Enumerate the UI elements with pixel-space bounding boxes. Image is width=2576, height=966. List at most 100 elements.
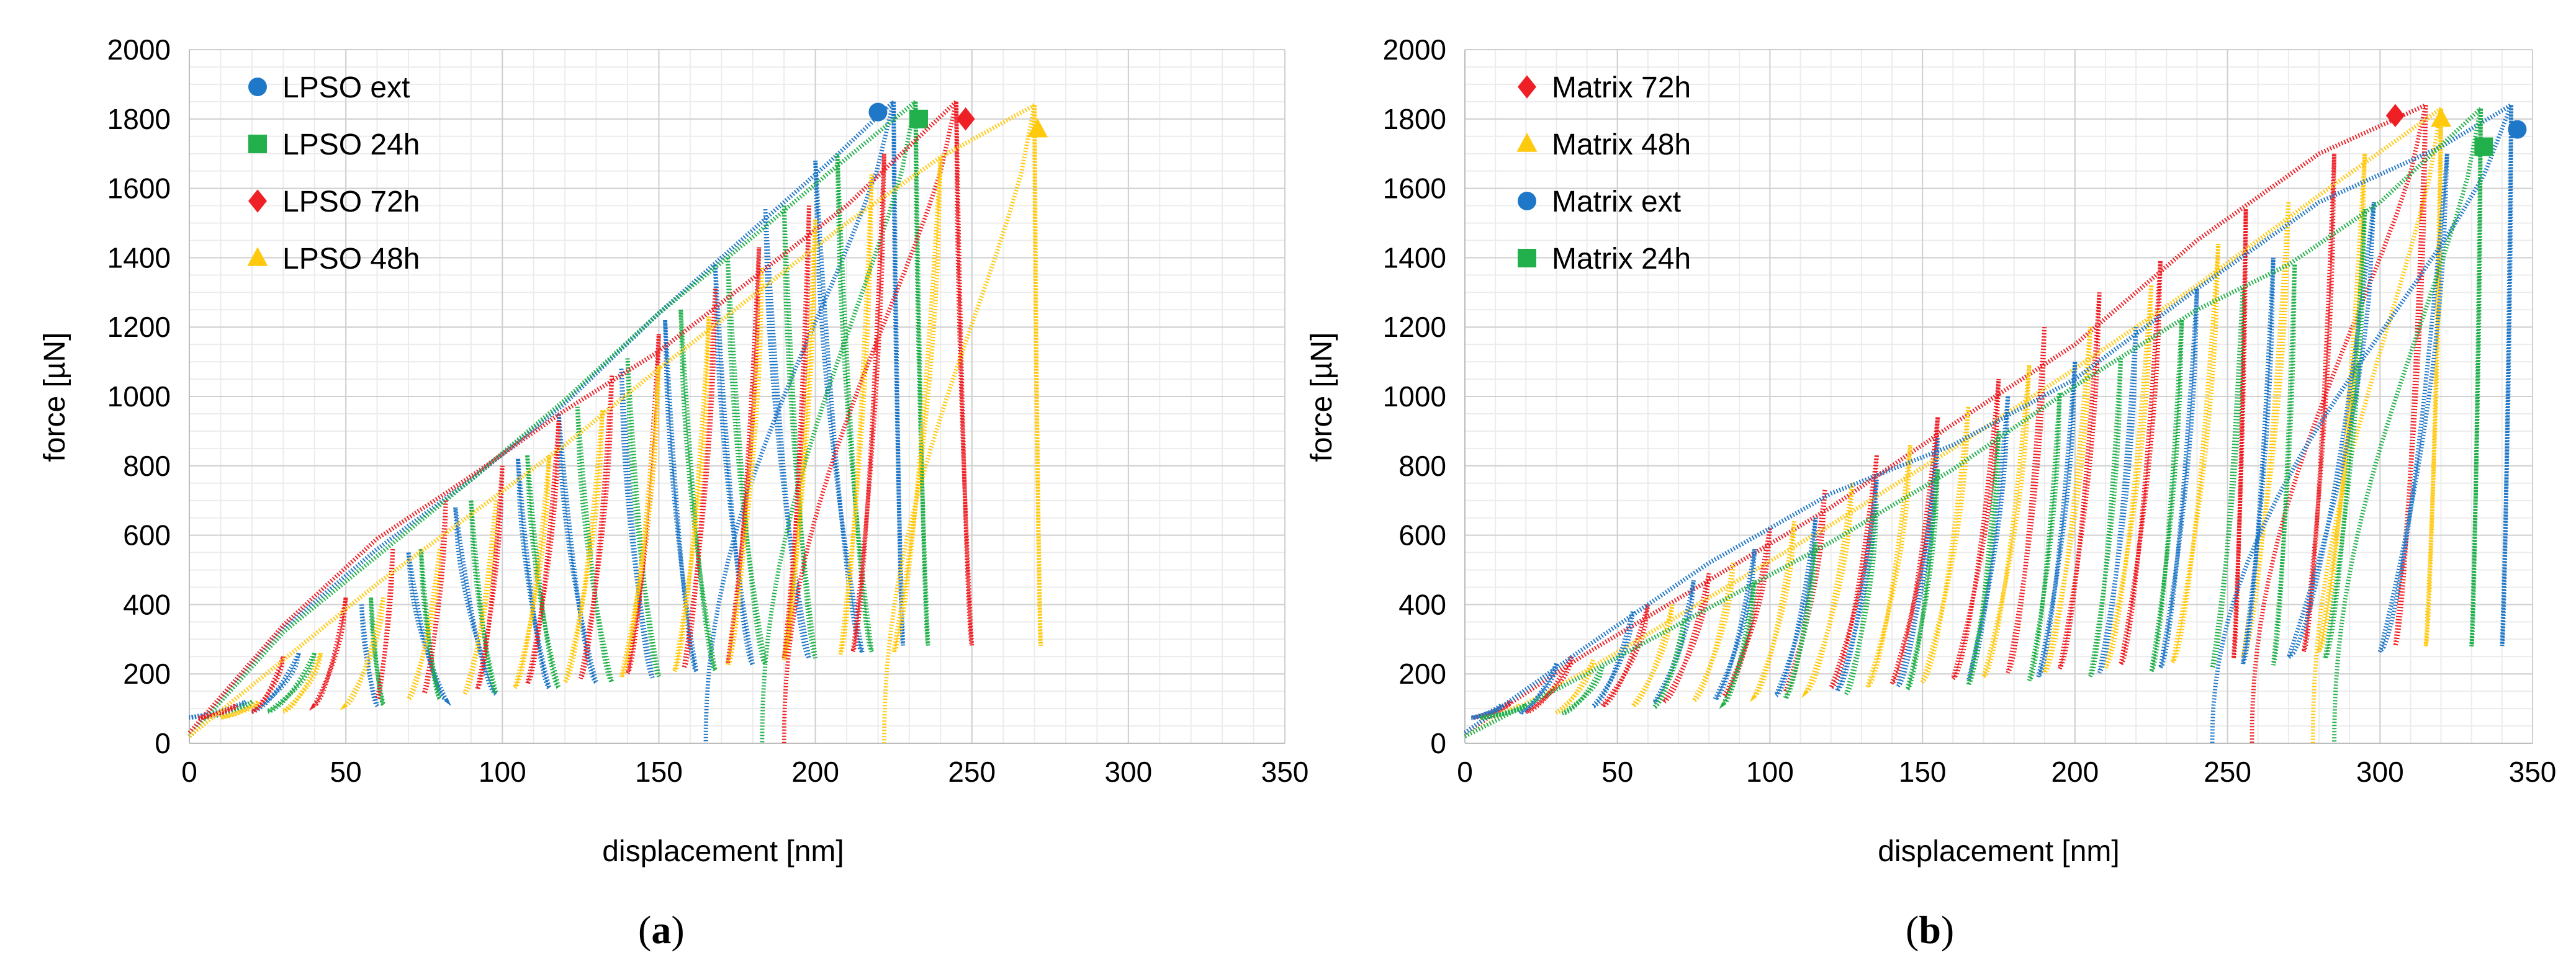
legend-marker-matrix-48h — [1516, 133, 1538, 152]
cycle-matrix-72h-14 — [2393, 105, 2428, 647]
cycle-lpso-ext-5 — [516, 458, 552, 690]
final-unload-lpso-48h — [882, 104, 1037, 744]
end-marker-lpso-72h — [956, 107, 975, 131]
end-marker-lpso-24h — [909, 109, 928, 128]
cycle-lpso-72h-0 — [198, 703, 238, 720]
cycle-lpso-ext-1 — [250, 652, 301, 714]
cycle-lpso-48h-3 — [406, 548, 442, 701]
series-lpso-ext — [187, 100, 906, 744]
cycle-matrix-48h-14 — [2423, 108, 2444, 647]
cycle-lpso-48h-7 — [619, 365, 661, 679]
cycle-lpso-24h-10 — [781, 205, 818, 659]
cycle-matrix-48h-7 — [1920, 406, 1971, 684]
cycle-lpso-24h-2 — [369, 597, 386, 707]
panel-tag-a: (a) — [638, 908, 685, 952]
cycle-matrix-ext-10 — [2097, 326, 2138, 674]
cycle-lpso-72h-7 — [578, 375, 615, 680]
cycle-matrix-24h-9 — [2087, 358, 2123, 678]
panel-tag-letter-b: b — [1919, 908, 1941, 952]
cycle-matrix-24h-4 — [1783, 542, 1818, 700]
x-tick-label-a-7: 350 — [1261, 756, 1309, 788]
series-lpso-48h — [187, 103, 1048, 744]
cycle-lpso-48h-5 — [513, 455, 552, 690]
x-tick-label-a-4: 200 — [791, 756, 839, 788]
y-tick-label-b-9: 1800 — [1383, 103, 1446, 135]
legend-label-lpso-72h: LPSO 72h — [282, 186, 420, 218]
y-tick-label-a-10: 2000 — [107, 34, 171, 66]
legend-marker-matrix-ext — [1518, 192, 1536, 210]
end-marker-lpso-48h — [1027, 118, 1048, 138]
cycle-matrix-48h-1 — [1555, 659, 1595, 715]
y-tick-label-b-8: 1600 — [1383, 172, 1446, 205]
chart-panel-a: 0 50 100 150 200 250 300 350 0 200 400 600 800 1000 12… — [38, 34, 1308, 952]
cycle-lpso-24h-11 — [835, 153, 874, 653]
x-tick-label-a-5: 250 — [948, 756, 996, 788]
x-tick-label-b-7: 350 — [2509, 756, 2557, 788]
cycle-matrix-ext-13 — [2286, 202, 2376, 660]
ticks-a: 0 50 100 150 200 250 300 350 0 200 400 600 800 1000 12… — [107, 34, 1309, 788]
cycle-lpso-72h-10 — [725, 247, 762, 664]
cycle-lpso-48h-12 — [891, 157, 943, 653]
y-tick-label-a-6: 1200 — [107, 311, 171, 343]
y-tick-label-b-7: 1400 — [1383, 241, 1446, 274]
cycle-matrix-ext-7 — [1896, 437, 1940, 687]
x-tick-label-b-3: 150 — [1899, 756, 1947, 788]
cycle-lpso-ext-0 — [189, 699, 248, 720]
cycle-matrix-24h-7 — [1966, 431, 2001, 687]
final-unload-matrix-24h — [2332, 108, 2483, 744]
y-tick-label-a-5: 1000 — [107, 380, 171, 413]
end-marker-matrix-24h — [2474, 137, 2493, 156]
cycle-lpso-72h-3 — [375, 548, 395, 700]
cycle-lpso-24h-12 — [913, 101, 930, 646]
cycle-matrix-72h-11 — [2119, 261, 2163, 666]
cycle-lpso-48h-4 — [462, 500, 498, 695]
legend-entry-lpso-ext: LPSO ext — [248, 71, 410, 104]
cycle-matrix-48h-4 — [1749, 521, 1797, 703]
cycle-matrix-ext-15 — [2500, 105, 2514, 646]
x-axis-label-a: displacement [nm] — [602, 835, 844, 868]
cycle-matrix-ext-1 — [1518, 662, 1559, 715]
cycle-matrix-72h-3 — [1657, 573, 1711, 708]
cycle-matrix-48h-8 — [1981, 365, 2032, 679]
x-tick-label-b-6: 300 — [2356, 756, 2404, 788]
x-tick-label-b-5: 250 — [2204, 756, 2251, 788]
y-tick-label-a-9: 1800 — [107, 103, 171, 135]
legend-marker-lpso-48h — [247, 247, 268, 266]
loading-curve-lpso-48h — [187, 103, 1036, 738]
legend-marker-matrix-72h — [1518, 75, 1536, 99]
cycle-lpso-ext-6 — [556, 413, 598, 684]
x-axis-label-b: displacement [nm] — [1878, 835, 2120, 868]
cycle-lpso-48h-13 — [1032, 105, 1043, 646]
y-tick-label-b-6: 1200 — [1383, 311, 1446, 343]
chart-panel-b: 0 50 100 150 200 250 300 350 0 200 400 600 800 1000 12… — [1305, 34, 2556, 952]
y-tick-label-b-4: 800 — [1398, 450, 1446, 482]
y-axis-label-b: force [µN] — [1305, 332, 1338, 462]
cycle-matrix-ext-5 — [1771, 517, 1818, 702]
cycle-matrix-ext-12 — [2240, 257, 2276, 665]
x-tick-label-b-0: 0 — [1457, 756, 1473, 788]
cycle-matrix-24h-13 — [2323, 208, 2367, 660]
final-unload-matrix-72h — [2249, 104, 2428, 744]
cycle-lpso-48h-11 — [838, 174, 874, 655]
cycle-matrix-48h-6 — [1865, 444, 1912, 689]
cycle-matrix-48h-13 — [2317, 153, 2367, 653]
x-tick-label-b-4: 200 — [2051, 756, 2099, 788]
cycle-lpso-ext-3 — [406, 552, 452, 707]
loading-curve-matrix-72h — [1464, 103, 2427, 735]
cycle-matrix-ext-0 — [1470, 703, 1503, 720]
y-tick-label-a-1: 200 — [123, 658, 171, 690]
legend-label-matrix-48h: Matrix 48h — [1552, 128, 1691, 161]
legend-label-matrix-24h: Matrix 24h — [1552, 243, 1691, 275]
y-tick-label-a-4: 800 — [123, 450, 171, 482]
legend-label-lpso-48h: LPSO 48h — [282, 243, 420, 275]
legend-label-lpso-ext: LPSO ext — [282, 71, 410, 104]
cycle-matrix-24h-2 — [1648, 618, 1687, 713]
cycle-matrix-24h-12 — [2271, 264, 2297, 666]
cycle-matrix-72h-10 — [2057, 292, 2102, 670]
ticks-b: 0 50 100 150 200 250 300 350 0 200 400 600 800 1000 12… — [1383, 34, 2557, 788]
legend-marker-lpso-ext — [248, 78, 267, 96]
cycle-lpso-72h-2 — [308, 597, 348, 711]
legend-entry-lpso-48h: LPSO 48h — [247, 243, 420, 275]
legend-entry-lpso-24h: LPSO 24h — [248, 128, 420, 161]
cycle-lpso-ext-7 — [619, 369, 655, 679]
